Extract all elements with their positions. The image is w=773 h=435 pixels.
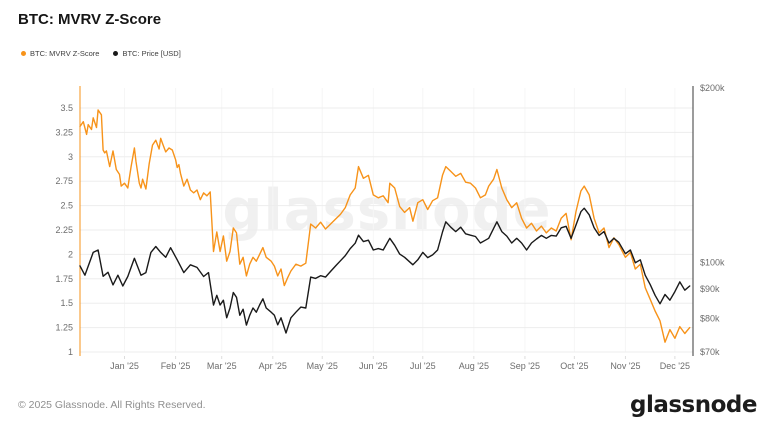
x-axis-tick-label: Apr '25	[259, 361, 287, 371]
legend-label-mvrv-zscore: BTC: MVRV Z-Score	[30, 49, 100, 58]
price-line	[79, 207, 691, 334]
mvrv-zscore-line	[79, 109, 691, 343]
y-left-tick-label: 3.5	[60, 103, 73, 113]
y-right-tick-label: $80k	[700, 313, 720, 323]
x-axis-tick-label: Nov '25	[610, 361, 640, 371]
x-axis-tick-label: Oct '25	[560, 361, 588, 371]
x-axis-tick-label: Feb '25	[161, 361, 191, 371]
y-left-tick-label: 1.75	[55, 274, 73, 284]
y-left-tick-label: 1.25	[55, 323, 73, 333]
legend-swatch-black-icon	[113, 51, 119, 56]
y-right-tick-label: $200k	[700, 83, 725, 93]
chart-legend: BTC: MVRV Z-Score BTC: Price [USD]	[21, 49, 181, 58]
copyright-text: © 2025 Glassnode. All Rights Reserved.	[18, 399, 206, 411]
x-axis-tick-label: May '25	[307, 361, 338, 371]
y-left-tick-label: 1.5	[60, 298, 73, 308]
y-left-tick-label: 3.25	[55, 127, 73, 137]
x-axis-tick-label: Jun '25	[359, 361, 388, 371]
x-axis-tick-label: Aug '25	[459, 361, 489, 371]
y-left-tick-label: 1	[68, 347, 73, 357]
legend-item-mvrv-zscore[interactable]: BTC: MVRV Z-Score	[21, 49, 99, 58]
x-axis-tick-label: Mar '25	[207, 361, 237, 371]
y-left-tick-label: 2	[68, 249, 73, 259]
page-title: BTC: MVRV Z-Score	[18, 11, 162, 28]
x-axis-tick-label: Dec '25	[660, 361, 690, 371]
y-right-tick-label: $70k	[700, 347, 720, 357]
legend-item-price[interactable]: BTC: Price [USD]	[113, 49, 181, 58]
glassnode-logo: glassnode	[630, 392, 758, 418]
x-axis-tick-label: Jul '25	[410, 361, 436, 371]
legend-label-price: BTC: Price [USD]	[122, 49, 181, 58]
y-right-tick-label: $90k	[700, 284, 720, 294]
y-left-tick-label: 2.75	[55, 176, 73, 186]
x-axis-tick-label: Jan '25	[110, 361, 139, 371]
y-left-tick-label: 3	[68, 152, 73, 162]
legend-swatch-orange-icon	[21, 51, 26, 56]
y-left-tick-label: 2.5	[60, 201, 73, 211]
y-right-tick-label: $100k	[700, 257, 725, 267]
y-left-tick-label: 2.25	[55, 225, 73, 235]
x-axis-tick-label: Sep '25	[510, 361, 540, 371]
